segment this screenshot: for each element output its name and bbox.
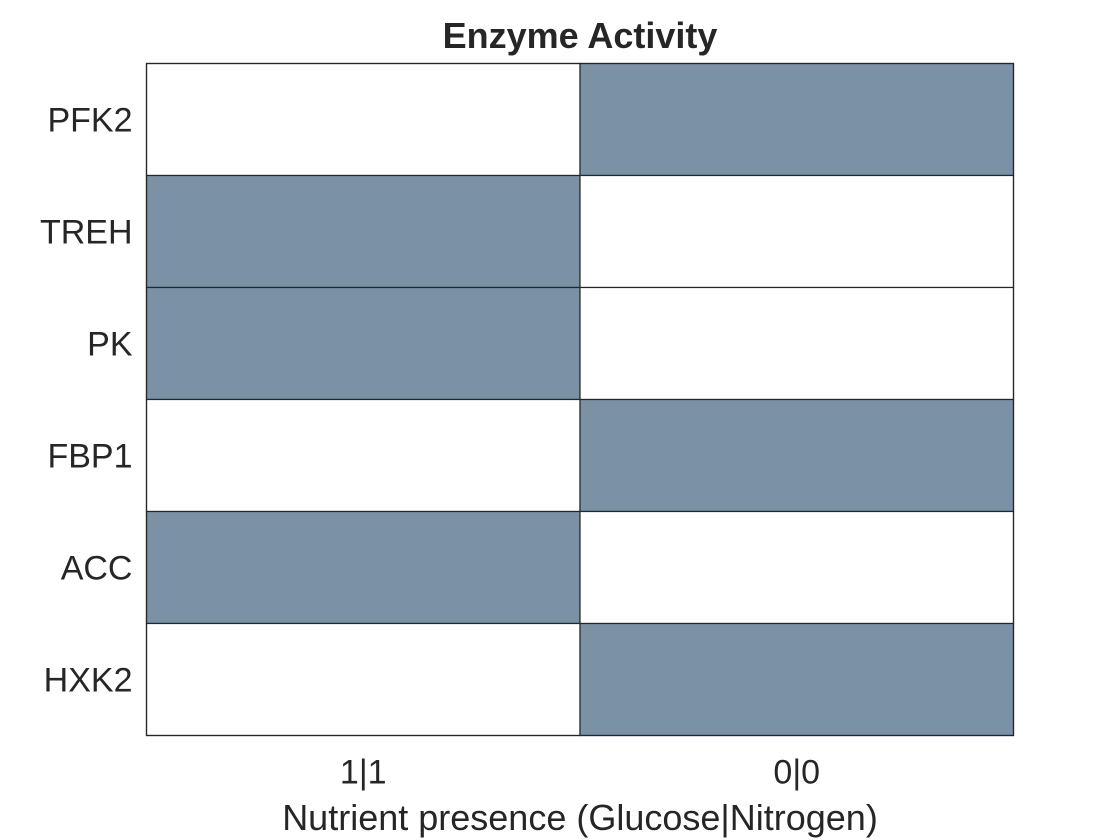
heatmap-cell [145, 398, 581, 513]
heatmap-cell [145, 510, 581, 625]
y-tick-label: PFK2 [47, 102, 132, 140]
chart-title: Enzyme Activity [443, 15, 718, 56]
y-tick-label: FBP1 [47, 438, 132, 476]
heatmap-cell [145, 622, 581, 737]
heatmap-cell [145, 286, 581, 401]
heatmap-cells [145, 62, 1015, 737]
heatmap-cell [579, 62, 1015, 177]
plot-frame [145, 62, 1015, 737]
heatmap-cell [579, 622, 1015, 737]
y-tick-label: HXK2 [44, 662, 133, 700]
heatmap-cell [145, 62, 581, 177]
y-tick-label: TREH [40, 214, 133, 252]
x-axis-label: Nutrient presence (Glucose|Nitrogen) [282, 797, 878, 838]
y-tick-label: ACC [61, 550, 133, 588]
y-tick-labels: PFK2 TREH PK FBP1 ACC HXK2 [40, 102, 133, 700]
heatmap-cell [579, 286, 1015, 401]
heatmap-cell [579, 510, 1015, 625]
x-tick-label: 0|0 [773, 754, 820, 792]
x-tick-label: 1|1 [340, 754, 387, 792]
heatmap-cell [579, 174, 1015, 289]
heatmap-cell [145, 174, 581, 289]
y-tick-label: PK [87, 326, 133, 364]
x-tick-labels: 1|1 0|0 [340, 754, 820, 792]
heatmap-cell [579, 398, 1015, 513]
